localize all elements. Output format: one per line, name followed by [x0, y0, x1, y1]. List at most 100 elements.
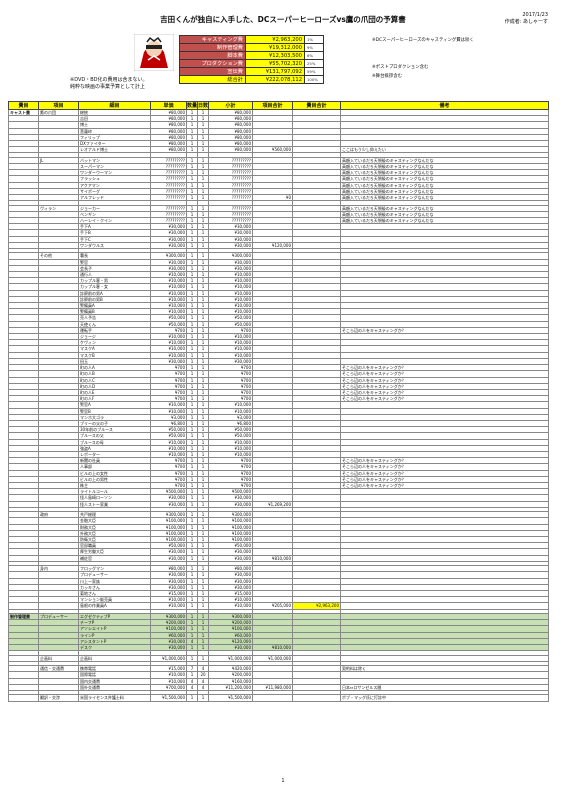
table-cell: そこら辺の人をキャスティングか？: [340, 481, 549, 490]
column-header: 単価: [150, 101, 187, 110]
table-cell: そこら辺の人をキャスティングか？: [340, 463, 549, 471]
table-row: 厚生労働大臣 ¥30,000 1 1 ¥30,000: [8, 548, 549, 556]
table-cell: [340, 271, 549, 279]
summary-row: キャスティング費 ¥2,963,200 1%: [179, 35, 324, 44]
table-row: 30年前のブルース ¥50,000 1 1 ¥50,000: [8, 426, 549, 434]
table-cell: [340, 407, 549, 415]
column-header: 備考: [340, 101, 549, 110]
table-row: 町の人B ¥700 1 1 ¥700 そこら辺の人をキャスティングか？: [8, 370, 549, 378]
table-cell: [340, 302, 549, 310]
table-row: ブルースの母 ¥10,000 1 1 ¥10,000: [8, 438, 549, 446]
table-row: アシスタントP ¥30,000 4 1 ¥120,000: [8, 637, 549, 646]
table-row: [8, 200, 549, 206]
table-cell: [340, 413, 549, 421]
table-cell: [340, 494, 549, 502]
table-cell: [340, 252, 549, 260]
table-row: 翻訳・交渉 米国ライセンス弁護士料 ¥1,500,000 1 1 ¥1,500,000 ボブ…: [8, 694, 549, 702]
table-cell: 1: [186, 694, 198, 702]
table-row: [8, 689, 549, 696]
column-header: 日数: [197, 101, 209, 110]
table-row: 政府 共戸総理 ¥300,000 1 1 ¥300,000: [8, 511, 549, 519]
summary-pct: 9%: [304, 43, 324, 52]
table-row: 運転手 ¥700 1 1 ¥700 そこら辺の人をキャスティングか？: [8, 326, 549, 335]
table-row: 人事部 ¥700 1 1 ¥700 そこら辺の人をキャスティングか？: [8, 463, 549, 471]
table-row: 吉田 ¥80,000 1 1 ¥80,000: [8, 115, 549, 123]
table-cell: そこら辺の人をキャスティングか？: [340, 457, 549, 465]
table-row: 通信・交通費 携帯電話 ¥15,000 7 4 ¥420,000 契約料は除く: [8, 665, 549, 673]
summary-note: ※ポストプロダクション含む: [372, 64, 429, 70]
summary-note: ※DCスーパーヒーローズのキャスティング費は除く: [372, 38, 474, 43]
table-cell: [340, 444, 549, 452]
table-cell: [340, 450, 549, 459]
table-row: ジョージ ¥10,000 1 1 ¥10,000: [8, 333, 549, 341]
table-row: カッキさん ¥30,000 1 1 ¥30,000: [8, 583, 549, 592]
summary-pct: 25%: [304, 59, 324, 68]
table-row: 町の人C ¥700 1 1 ¥700 そこら辺の人をキャスティングか？: [8, 376, 549, 384]
table-cell: [340, 560, 549, 567]
summary-notes: ※DCスーパーヒーローズのキャスティング費は除く ※ポストプロダクション含む ※舞台…: [372, 37, 474, 82]
table-cell: [340, 419, 549, 428]
summary-row: 総合計 ¥222,078,112 100%: [179, 75, 324, 84]
table-cell: 米国ライセンス弁護士料: [78, 694, 151, 702]
table-cell: [340, 357, 549, 366]
table-cell: [340, 264, 549, 273]
summary-note: [372, 55, 474, 64]
table-cell: [340, 333, 549, 341]
table-row: 通行人 ¥10,000 1 1 ¥10,000: [8, 271, 549, 279]
table-cell: そこら辺の人をキャスティングか？: [340, 388, 549, 397]
table-row: マスクA ¥10,000 1 1 ¥10,000: [8, 345, 549, 353]
summary-pct: 59%: [304, 67, 324, 76]
table-cell: [340, 295, 549, 304]
column-header: 項目: [38, 101, 79, 110]
document-meta: 2017/1/23 作成者: あしゃーす: [505, 12, 548, 26]
table-row: 外務大臣 ¥100,000 1 1 ¥100,000: [8, 529, 549, 537]
table-row: [8, 506, 549, 513]
table-row: [8, 660, 549, 667]
table-cell: そこら辺の人をキャスティングか？: [340, 370, 549, 378]
table-row: 田玉 ¥30,000 1 1 ¥30,000: [8, 357, 549, 366]
table-cell: [292, 694, 341, 702]
table-cell: そこら辺の人をキャスティングか？: [340, 469, 549, 477]
table-row: カップル客・男 ¥10,000 1 1 ¥10,000: [8, 277, 549, 285]
table-row: ライトルコール ¥500,000 1 1 ¥500,000: [8, 488, 549, 496]
summary-value: ¥2,963,200: [245, 35, 305, 44]
document-date: 2017/1/23: [522, 12, 548, 18]
document-author: 作成者: あしゃーす: [504, 19, 548, 25]
table-row: ケヴィン ¥10,000 1 1 ¥10,000: [8, 339, 549, 347]
summary-value: ¥19,312,000: [245, 43, 305, 52]
table-row: キャスト費 鷹の爪団 総統 ¥80,000 1 1 ¥80,000: [8, 108, 549, 117]
summary-row: プロダクション費 ¥55,702,320 25%: [179, 59, 324, 68]
table-row: アソシエイトP ¥100,000 1 1 ¥100,000: [8, 625, 549, 633]
column-header: 項目合計: [252, 101, 293, 110]
summary-label: キャスティング費: [179, 35, 246, 44]
table-row: サイボーグ????????? 1 1????????? 高額入ているだろ天領級のキャス…: [8, 187, 549, 196]
table-cell: そこら辺の人をキャスティングか？: [340, 395, 549, 403]
table-row: 警備員A ¥10,000 1 1 ¥10,000: [8, 302, 549, 310]
column-header: 費目合計: [292, 101, 341, 110]
table-row: [8, 560, 549, 567]
table-cell: [340, 320, 549, 328]
table-row: 警官 ¥30,000 1 1 ¥30,000: [8, 258, 549, 266]
table-cell: [340, 426, 549, 434]
summary-label: 制作管理費: [179, 43, 246, 52]
table-cell: [340, 314, 549, 322]
table-cell: ¥1,500,000: [150, 694, 187, 702]
table-cell: [340, 121, 549, 129]
table-row: ラインP ¥60,000 1 1 ¥60,000: [8, 631, 549, 639]
summary-note: [372, 46, 474, 55]
table-row: 町の人A ¥700 1 1 ¥700 そこら辺の人をキャスティングか？: [8, 364, 549, 372]
scope-note-2: 純粋な映画の事業予算として計上: [70, 84, 145, 90]
table-cell: [340, 506, 549, 513]
summary-row: 脚本費 ¥12,303,500 6%: [179, 51, 324, 60]
summary-value: ¥12,303,500: [245, 51, 305, 60]
table-row: 国際電話 ¥10,000 1 20 ¥200,000: [8, 671, 549, 679]
table-cell: そこら辺の人をキャスティングか？: [340, 326, 549, 335]
budget-summary-table: キャスティング費 ¥2,963,200 1% 制作管理費 ¥19,312,000 9% 脚本…: [179, 35, 324, 84]
table-row: [8, 152, 549, 158]
table-row: 診察前の男A ¥10,000 1 1 ¥10,000: [8, 289, 549, 297]
table-cell: そこら辺の人をキャスティングか？: [340, 475, 549, 483]
table-row: ブリーの父の子 ¥6,800 1 1 ¥6,800: [8, 419, 549, 428]
summary-note: ※舞台挨拶含む: [372, 73, 403, 79]
summary-row: 制作管理費 ¥19,312,000 9%: [179, 43, 324, 52]
table-row: 怪人島崎ローソン ¥30,000 1 1 ¥30,000: [8, 494, 549, 502]
